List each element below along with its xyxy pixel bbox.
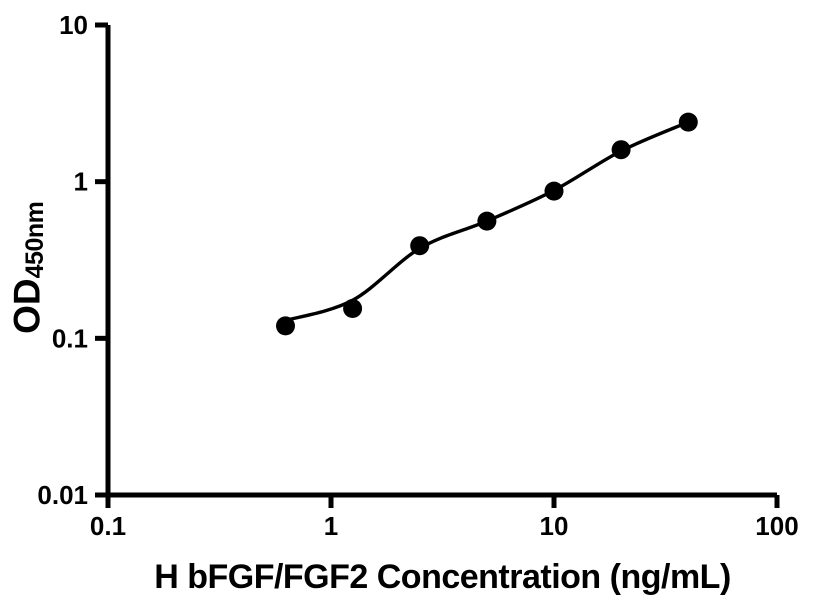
data-point xyxy=(410,236,430,256)
data-point xyxy=(276,316,295,336)
y-tick-label: 10 xyxy=(59,10,88,40)
y-tick-label: 0.1 xyxy=(52,323,88,353)
y-tick-label: 1 xyxy=(74,167,88,197)
data-point xyxy=(477,211,497,231)
x-axis-title: H bFGF/FGF2 Concentration (ng/mL) xyxy=(108,558,777,597)
data-point xyxy=(343,299,363,318)
x-tick-label: 10 xyxy=(540,511,569,541)
y-axis-title: OD450nm xyxy=(6,118,50,418)
x-axis-title-text: H bFGF/FGF2 Concentration (ng/mL) xyxy=(154,558,731,596)
x-tick-label: 0.1 xyxy=(90,511,126,541)
axes-group xyxy=(105,25,777,498)
y-tick-label: 0.01 xyxy=(37,480,88,510)
y-axis-title-text: OD xyxy=(6,278,48,334)
data-point xyxy=(544,181,564,201)
data-points-group xyxy=(276,112,698,336)
data-point xyxy=(611,140,631,160)
data-point xyxy=(678,112,698,132)
y-axis-title-subscript: 450nm xyxy=(20,201,49,279)
axis-spine xyxy=(105,25,777,498)
ticks-group xyxy=(95,22,780,508)
x-tick-label: 100 xyxy=(755,511,798,541)
x-tick-label: 1 xyxy=(324,511,338,541)
